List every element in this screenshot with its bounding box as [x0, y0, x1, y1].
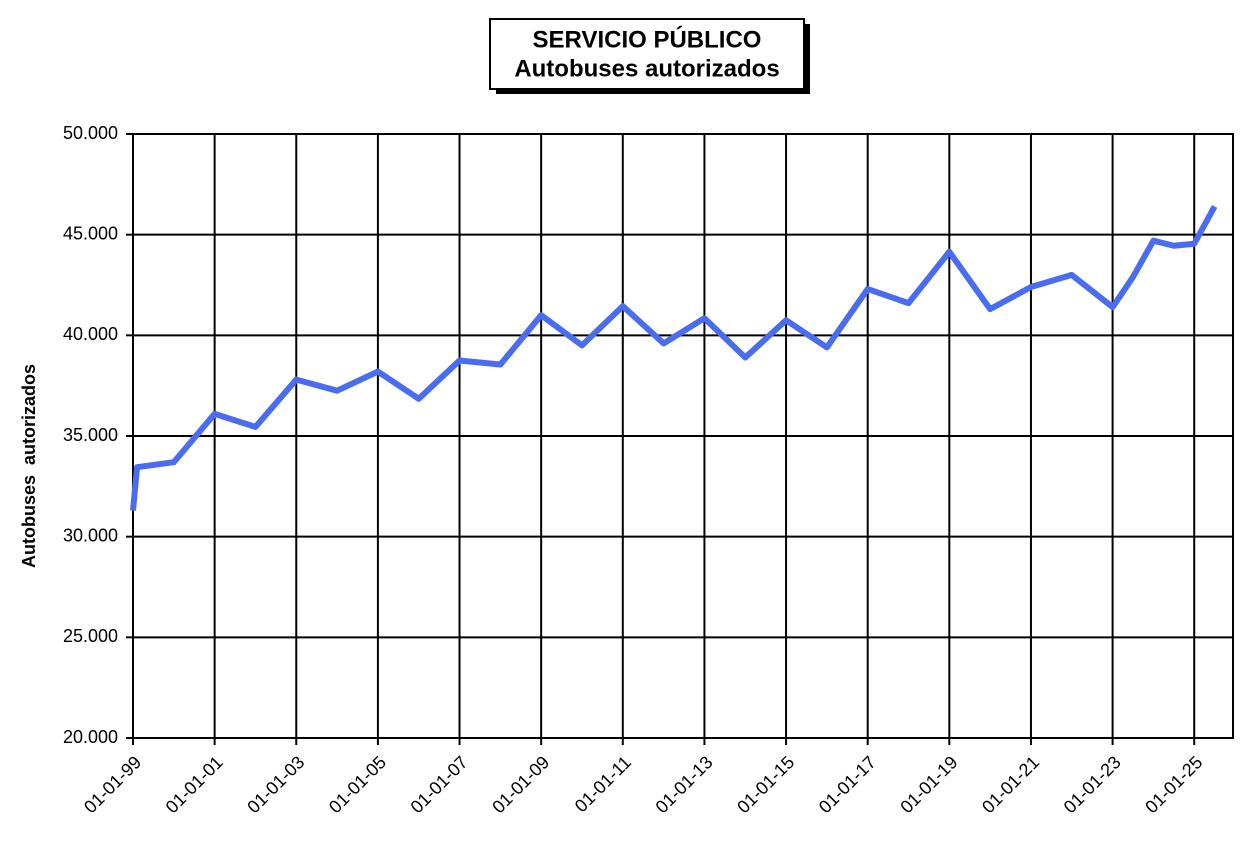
x-tick-label: 01-01-21 [978, 752, 1043, 817]
data-line [130, 205, 1218, 511]
x-tick-label: 01-01-11 [571, 752, 635, 816]
x-tick-label: 01-01-07 [407, 752, 472, 817]
plot-frame [132, 133, 1234, 739]
y-tick-label: 40.000 [63, 324, 118, 344]
x-tick-label: 01-01-01 [162, 752, 227, 817]
x-tick-label: 01-01-13 [652, 752, 717, 817]
y-tick-label: 25.000 [63, 626, 118, 646]
chart-subtitle: Autobuses autorizados [514, 55, 779, 82]
x-tick-label: 01-01-25 [1141, 752, 1206, 817]
x-tick-label: 01-01-03 [243, 752, 308, 817]
x-tick-label: 01-01-15 [733, 752, 798, 817]
y-tick-label: 50.000 [63, 123, 118, 143]
x-tick-label: 01-01-17 [815, 752, 880, 817]
chart-title: SERVICIO PÚBLICO [533, 25, 762, 53]
y-tick-label: 35.000 [63, 425, 118, 445]
x-tick-label: 01-01-19 [896, 752, 961, 817]
x-tick-label: 01-01-23 [1060, 752, 1125, 817]
y-axis-label: Autobuses autorizados [19, 364, 39, 568]
y-tick-label: 45.000 [63, 223, 118, 243]
x-tick-label: 01-01-99 [80, 752, 145, 817]
x-tick-label: 01-01-05 [325, 752, 390, 817]
y-tick-label: 30.000 [63, 525, 118, 545]
title-box [489, 18, 805, 90]
y-tick-label: 20.000 [63, 727, 118, 747]
x-tick-label: 01-01-09 [488, 752, 553, 817]
